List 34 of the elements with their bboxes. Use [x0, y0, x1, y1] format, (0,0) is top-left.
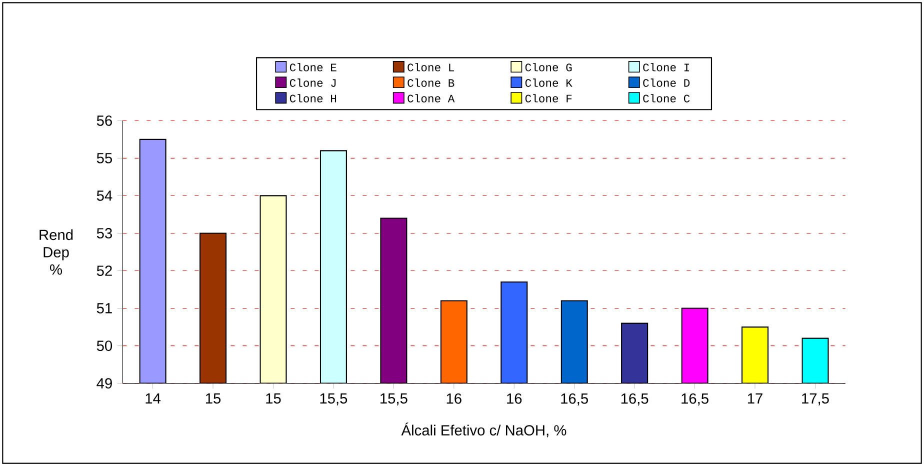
legend-label: Clone E: [290, 62, 336, 72]
x-tick-label: 16,5: [561, 393, 588, 406]
x-tick-label: 17,5: [802, 393, 829, 406]
x-axis-title: Álcali Efetivo c/ NaOH, %: [401, 422, 566, 438]
x-tick-label: 16: [507, 393, 522, 404]
legend-label: Clone K: [525, 78, 572, 87]
x-tick-label: 16,5: [682, 393, 708, 406]
y-tick-label: 51: [96, 303, 112, 314]
x-tick-label: 14: [146, 393, 160, 404]
x-tick-label: 16,5: [621, 393, 648, 406]
y-tick-label: 54: [96, 190, 112, 201]
y-tick-label: 50: [96, 340, 112, 351]
legend-label: Clone B: [408, 78, 454, 87]
x-tick-label: 15: [206, 393, 221, 404]
legend-label: Clone F: [525, 94, 572, 102]
y-axis-title: Rend Dep %: [40, 229, 73, 275]
legend-label: Clone I: [643, 62, 690, 72]
x-tick-label: 17: [748, 393, 762, 404]
x-tick-label: 15,5: [380, 393, 408, 406]
y-tick-label: 53: [96, 228, 112, 238]
y-tick-label: 56: [96, 115, 112, 126]
y-tick-label: 55: [96, 153, 112, 164]
legend-label: Clone H: [290, 94, 336, 102]
legend-label: Clone L: [408, 62, 454, 72]
x-tick-label: 15,5: [320, 393, 348, 406]
legend-label: Clone D: [643, 78, 690, 87]
x-tick-label: 15: [266, 393, 281, 404]
legend-label: Clone C: [643, 94, 690, 102]
legend-label: Clone A: [408, 94, 455, 102]
y-tick-label: 52: [96, 266, 112, 276]
legend-label: Clone J: [290, 78, 336, 87]
y-tick-label: 49: [96, 378, 112, 389]
x-tick-label: 16: [446, 393, 462, 404]
legend-label: Clone G: [525, 62, 572, 72]
